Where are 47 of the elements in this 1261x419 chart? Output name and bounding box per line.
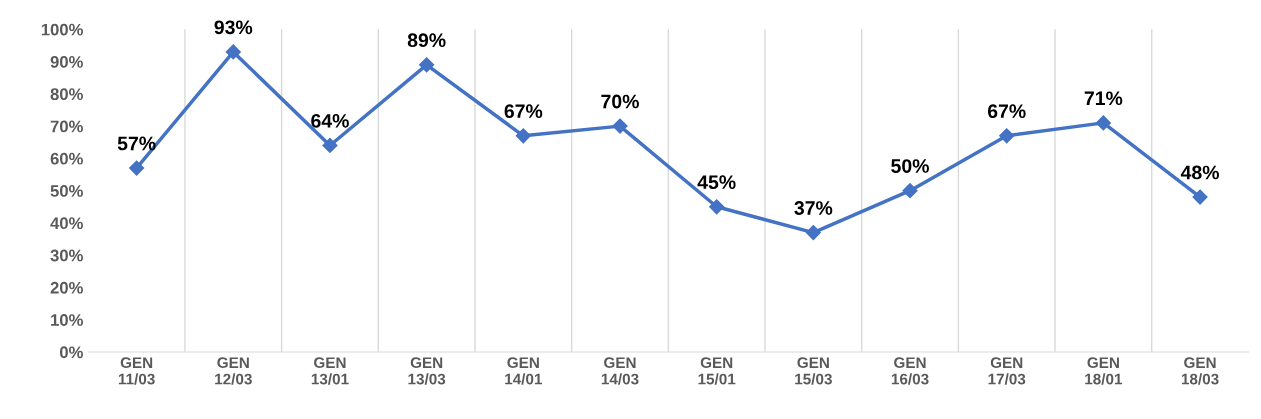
point (419, 57, 435, 73)
y-tick-label: 10% (51, 314, 83, 326)
x-tick-label: GEN 14/01 (505, 357, 543, 385)
y-tick-label: 0% (59, 346, 83, 359)
point (1095, 115, 1111, 131)
text: 67% (987, 104, 1026, 119)
text: 45% (697, 175, 736, 190)
y-tick-label: 70% (50, 120, 83, 133)
point (999, 128, 1015, 144)
y-tick-label: 90% (50, 55, 83, 68)
x-tick-label: GEN 11/03 (118, 357, 155, 385)
point (612, 118, 628, 134)
text: 48% (1180, 165, 1219, 180)
x-tick-label: GEN 14/03 (601, 357, 639, 385)
y-tick-label: 100% (41, 23, 83, 36)
x-tick-label: GEN 12/03 (215, 357, 252, 385)
y-tick-label: 40% (50, 217, 83, 230)
text: 37% (794, 201, 833, 215)
text: 67% (504, 104, 543, 119)
text: 70% (601, 94, 639, 109)
y-tick-label: 20% (50, 281, 83, 294)
y-tick-label: 80% (50, 88, 83, 101)
text: 50% (891, 159, 929, 173)
x-tick-label: GEN 17/03 (988, 357, 1026, 385)
point (902, 183, 918, 199)
y-tick-label: 30% (50, 249, 83, 262)
point (1192, 189, 1208, 205)
x-tick-label: GEN 16/03 (891, 357, 929, 385)
text: 64% (311, 113, 349, 128)
y-tick-label: 50% (50, 185, 83, 197)
text: 71% (1084, 91, 1123, 106)
text: 89% (407, 33, 446, 48)
text: 93% (214, 20, 253, 35)
point (805, 225, 821, 241)
point (515, 128, 531, 144)
x-tick-label: GEN 15/01 (698, 357, 736, 385)
x-tick-label: GEN 13/01 (311, 357, 349, 385)
y-tick-label: 60% (50, 152, 83, 165)
x-tick-label: GEN 13/03 (408, 357, 446, 385)
x-tick-label: GEN 15/03 (795, 357, 832, 385)
point (709, 199, 725, 215)
x-tick-label: GEN 18/03 (1181, 357, 1219, 385)
point (322, 137, 338, 154)
x-tick-label: GEN 18/01 (1085, 357, 1123, 385)
point (129, 160, 145, 176)
point (225, 44, 241, 60)
text: 57% (117, 136, 156, 151)
